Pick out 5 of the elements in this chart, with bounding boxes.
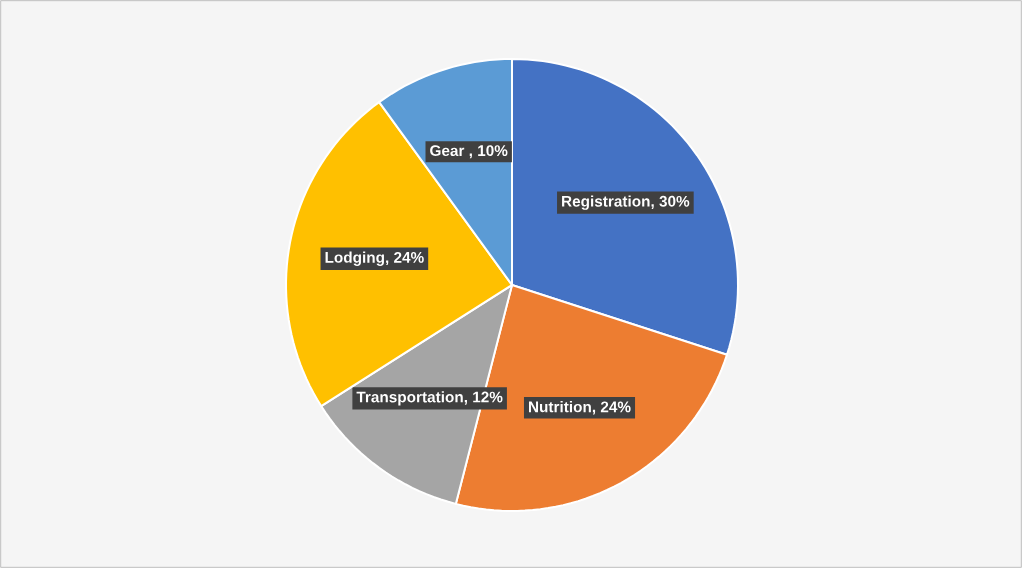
data-label: Nutrition, 24%	[528, 401, 631, 415]
data-label: Registration, 30%	[562, 195, 690, 210]
data-label: Gear , 10%	[430, 145, 508, 159]
data-label: Transportation, 12%	[356, 391, 503, 406]
data-label: Lodging, 24%	[325, 251, 424, 266]
